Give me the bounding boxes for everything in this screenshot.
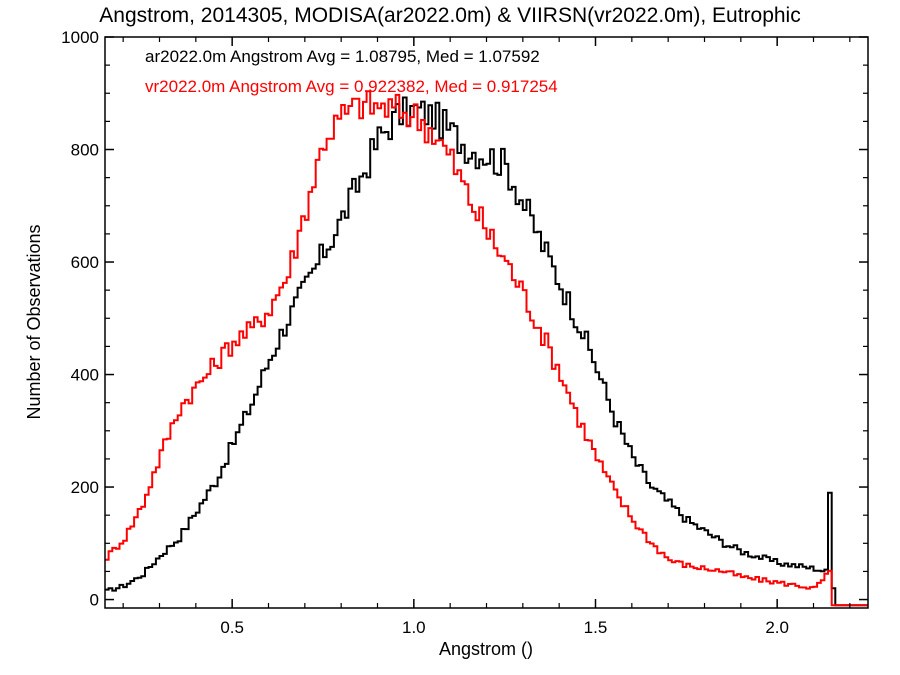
y-tick-label: 800 (71, 141, 99, 160)
y-tick-label: 600 (71, 253, 99, 272)
y-tick-label: 0 (90, 591, 99, 610)
axis-ticks: 0.5 1.0 1.5 2.0 0 200 400 600 800 1000 (61, 28, 868, 637)
series-line-ar2022-0m (105, 96, 868, 607)
legend-entry-ar2022: ar2022.0m Angstrom Avg = 1.08795, Med = … (145, 47, 540, 66)
chart-title: Angstrom, 2014305, MODISA(ar2022.0m) & V… (99, 4, 800, 27)
x-tick-label: 1.5 (584, 618, 608, 637)
y-axis-title: Number of Observations (24, 224, 44, 419)
x-tick-label: 2.0 (765, 618, 789, 637)
legend-entry-vr2022: vr2022.0m Angstrom Avg = 0.922382, Med =… (145, 77, 558, 96)
x-axis-title: Angstrom () (439, 639, 533, 659)
x-tick-label: 0.5 (220, 618, 244, 637)
y-tick-label: 200 (71, 478, 99, 497)
x-tick-label: 1.0 (402, 618, 426, 637)
plot-area (105, 90, 868, 607)
plot-frame (104, 36, 869, 609)
series-line-vr2022-0m (105, 90, 868, 607)
y-tick-label: 1000 (61, 28, 99, 47)
y-tick-label: 400 (71, 366, 99, 385)
